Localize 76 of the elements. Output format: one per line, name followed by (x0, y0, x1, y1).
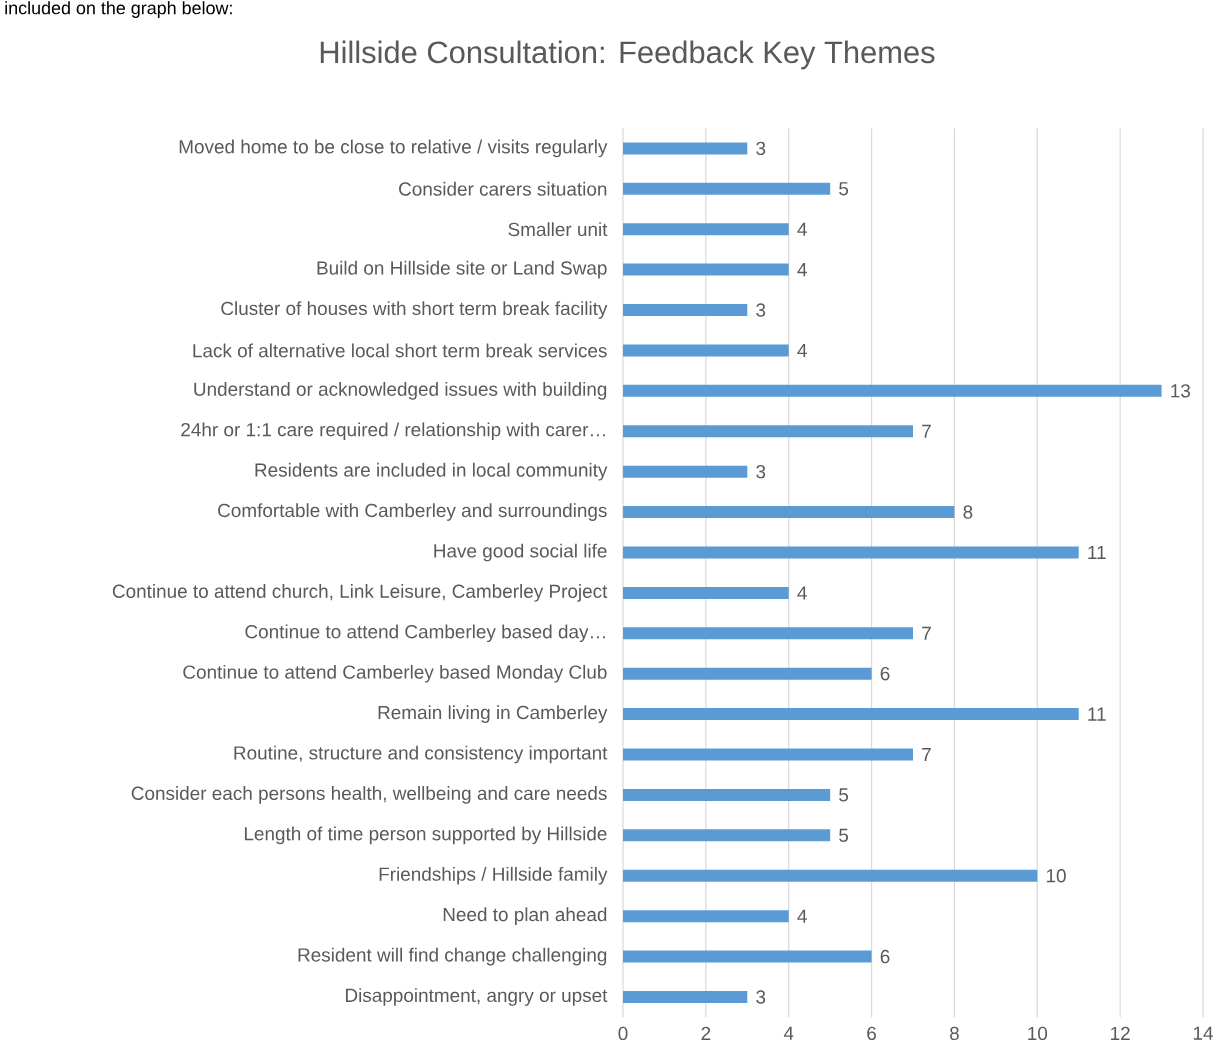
data-label: 3 (756, 141, 766, 156)
bar (623, 586, 789, 599)
data-label: 11 (1088, 707, 1106, 721)
y-tick-label: Continue to attend Camberley based day… (245, 624, 605, 643)
data-label: 3 (756, 303, 766, 317)
y-tick-label: 24hr or 1:1 care required / relationship with carer… (181, 422, 605, 441)
data-label: 6 (880, 949, 890, 964)
y-tick-label: Lack of alternative local short term break services (193, 343, 607, 358)
bar (623, 304, 748, 317)
bar (623, 910, 789, 923)
bar (623, 142, 748, 155)
y-tick-label: Friendships / Hillside family (379, 866, 608, 885)
y-tick-label: Consider carers situation (399, 181, 607, 196)
bar (623, 465, 748, 478)
bar (623, 425, 914, 438)
bar (623, 223, 789, 236)
bar (623, 950, 872, 963)
data-label: 4 (797, 586, 807, 600)
x-tick-label: 14 (1193, 1026, 1213, 1040)
y-tick-label: Comfortable with Camberley and surroundings (218, 503, 607, 521)
bar (623, 667, 872, 680)
y-tick-label: Remain living in Camberley (378, 705, 608, 723)
y-tick-label: Continue to attend Camberley based Monday Club (183, 664, 607, 683)
x-tick-label: 12 (1111, 1026, 1130, 1040)
bar (623, 627, 914, 640)
x-tick-label: 10 (1028, 1026, 1048, 1041)
chart-title: Hillside Consultation: Feedback Key Themes (320, 40, 935, 70)
bar (623, 384, 1162, 397)
data-label: 7 (922, 626, 931, 640)
y-tick-label: Continue to attend church, Link Leisure, Camberley Project (112, 584, 608, 602)
bar (623, 708, 1079, 721)
y-tick-label: Cluster of houses with short term break facility (221, 301, 608, 319)
y-tick-label: Residents are included in local community (255, 462, 608, 481)
x-tick-label: 6 (867, 1026, 876, 1041)
y-tick-label: Resident will find change challenging (298, 947, 607, 966)
data-label: 4 (797, 263, 807, 277)
data-label: 8 (963, 505, 973, 519)
y-tick-label: Length of time person supported by Hillside (244, 826, 607, 845)
y-tick-label: Consider each persons health, wellbeing and care needs (131, 786, 607, 804)
data-label: 5 (839, 788, 849, 802)
bar (623, 869, 1038, 882)
y-tick-label: Routine, structure and consistency important (234, 745, 608, 764)
bar (623, 263, 789, 276)
y-tick-label: Understand or acknowledged issues with building (194, 382, 607, 400)
data-label: 13 (1171, 384, 1190, 398)
y-tick-label: Moved home to be close to relative / visits regularly (179, 139, 608, 158)
x-tick-label: 2 (701, 1026, 711, 1040)
data-label: 3 (756, 990, 766, 1004)
data-label: 3 (756, 464, 766, 479)
data-label: 10 (1046, 869, 1066, 883)
y-tick-label: Disappointment, angry or upset (345, 988, 608, 1006)
data-label: 5 (839, 182, 849, 196)
x-tick-label: 8 (950, 1026, 959, 1041)
bar (623, 748, 914, 761)
data-label: 4 (797, 909, 807, 923)
bar (623, 506, 955, 519)
x-tick-label: 0 (618, 1026, 628, 1041)
y-tick-label: Smaller unit (508, 222, 608, 237)
data-label: 4 (797, 343, 807, 357)
data-label: 11 (1088, 545, 1106, 559)
bar (623, 546, 1079, 559)
y-tick-label: Need to plan ahead (443, 907, 607, 925)
text: included on the graph below: (5, 1, 232, 18)
bar (623, 182, 831, 195)
y-tick-label: Build on Hillside site or Land Swap (317, 260, 607, 279)
bar (623, 344, 789, 357)
y-tick-label: Have good social life (434, 543, 607, 562)
bar (623, 829, 831, 842)
bar (623, 788, 831, 801)
x-tick-label: 4 (783, 1026, 794, 1040)
data-label: 6 (880, 667, 890, 681)
data-label: 4 (797, 222, 807, 236)
data-label: 7 (922, 748, 931, 762)
bar (623, 990, 748, 1003)
data-label: 5 (839, 828, 849, 842)
data-label: 7 (922, 424, 931, 438)
